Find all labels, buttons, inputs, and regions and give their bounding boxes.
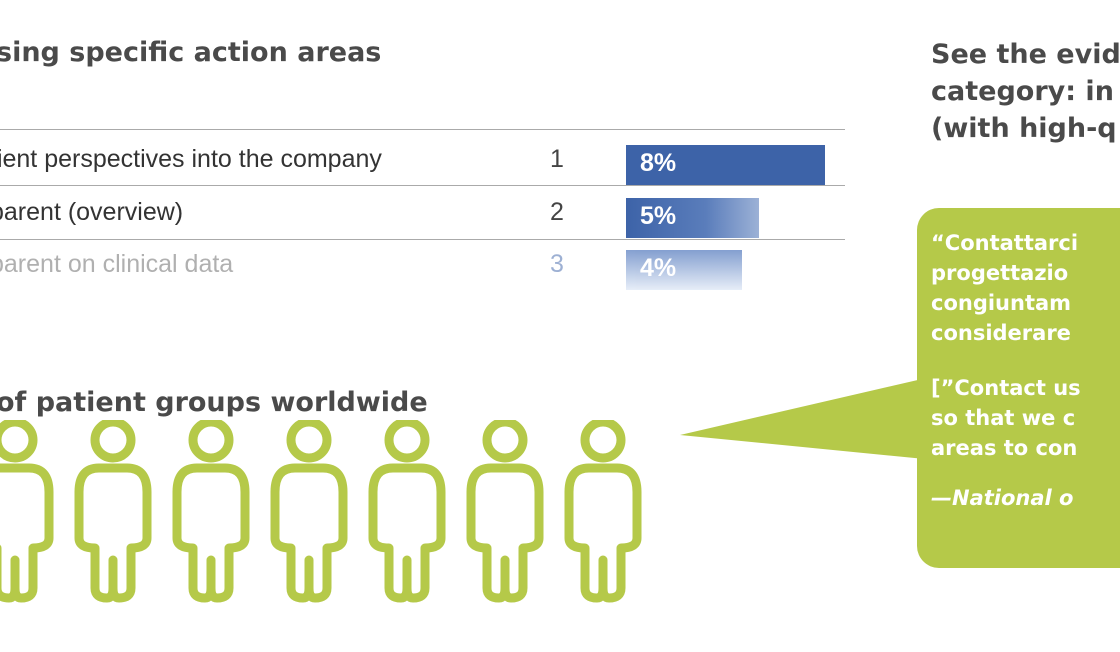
row-bar: 4% bbox=[626, 250, 742, 290]
heading-line: category: in bbox=[931, 76, 1114, 107]
person-icon bbox=[564, 420, 642, 603]
row-label: tient perspectives into the company bbox=[0, 145, 382, 173]
person-icon bbox=[270, 420, 348, 603]
person-icon bbox=[74, 420, 152, 603]
table-row: parent (overview) 2 5% bbox=[0, 190, 845, 240]
table-row: parent on clinical data 3 4% bbox=[0, 242, 845, 292]
person-icon bbox=[368, 420, 446, 603]
row-percent: 8% bbox=[640, 149, 677, 177]
quote-line: “Contattarci bbox=[931, 231, 1079, 255]
quote-italian: “Contattarci progettazio congiuntam cons… bbox=[931, 228, 1078, 348]
heading-line: (with high-q bbox=[931, 113, 1117, 144]
quote-bubble: “Contattarci progettazio congiuntam cons… bbox=[917, 208, 1120, 568]
row-bar: 8% bbox=[626, 145, 825, 185]
person-icon bbox=[172, 420, 250, 603]
quote-line: [”Contact us bbox=[931, 376, 1081, 400]
quote-line: congiuntam bbox=[931, 291, 1072, 315]
row-label: parent on clinical data bbox=[0, 250, 234, 278]
row-label: parent (overview) bbox=[0, 198, 184, 226]
areas-title: sing specific action areas bbox=[0, 37, 382, 68]
quote-english: [”Contact us so that we c areas to con bbox=[931, 373, 1081, 463]
evidence-heading: See the evid category: in (with high-q bbox=[931, 36, 1120, 147]
patient-groups-title: of patient groups worldwide bbox=[0, 387, 428, 418]
row-rank: 1 bbox=[550, 145, 564, 173]
heading-line: See the evid bbox=[931, 39, 1120, 70]
quote-line: considerare bbox=[931, 321, 1071, 345]
table-top-divider bbox=[0, 129, 845, 130]
person-icon bbox=[466, 420, 544, 603]
table-row: tient perspectives into the company 1 8% bbox=[0, 137, 845, 187]
row-divider bbox=[0, 185, 845, 186]
bubble-tail bbox=[680, 376, 935, 460]
quote-line: areas to con bbox=[931, 436, 1078, 460]
row-divider bbox=[0, 239, 845, 240]
patient-figures bbox=[0, 420, 642, 603]
row-rank: 3 bbox=[550, 250, 564, 278]
person-icon bbox=[0, 420, 54, 603]
quote-line: progettazio bbox=[931, 261, 1069, 285]
quote-source: —National o bbox=[931, 486, 1074, 510]
row-percent: 4% bbox=[640, 254, 677, 282]
quote-line: so that we c bbox=[931, 406, 1076, 430]
row-rank: 2 bbox=[550, 198, 564, 226]
row-bar: 5% bbox=[626, 198, 759, 238]
row-percent: 5% bbox=[640, 202, 677, 230]
